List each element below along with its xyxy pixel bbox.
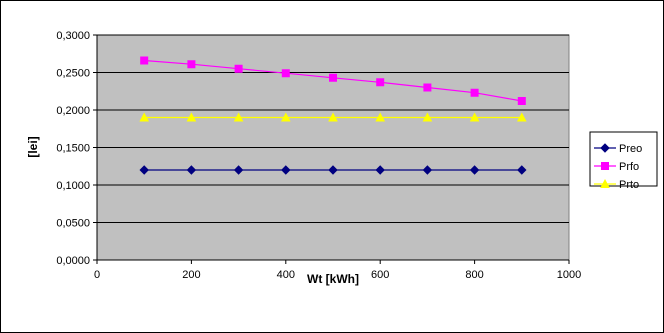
data-point — [281, 69, 290, 78]
legend-label: Preo — [619, 143, 642, 155]
data-point — [376, 78, 385, 87]
data-point — [469, 112, 480, 122]
data-point — [186, 165, 197, 175]
data-point — [375, 112, 386, 122]
x-tick-label: 800 — [465, 269, 483, 281]
data-point — [517, 165, 527, 175]
data-point — [422, 112, 433, 122]
legend-item-preo: Preo — [594, 143, 642, 155]
legend-marker — [601, 162, 609, 170]
series-layer — [139, 56, 527, 175]
y-tick-label: 0,2500 — [56, 68, 90, 80]
data-point — [469, 165, 480, 175]
data-point — [280, 112, 291, 122]
data-point — [140, 56, 149, 65]
data-point — [139, 165, 149, 175]
series-preo — [139, 165, 527, 175]
legend-marker — [600, 143, 610, 153]
legend-item-prto: Prto — [594, 178, 639, 191]
series-prfo — [140, 56, 526, 105]
y-tick-label: 0,0500 — [56, 218, 90, 230]
y-tick-label: 0,3000 — [56, 30, 90, 42]
data-point — [328, 165, 338, 175]
legend-box — [589, 131, 658, 187]
y-axis-ticks: 0,0000 0,0500 0,1000 0,1500 0,2000 0,2500 0,30… — [56, 30, 97, 267]
legend-label: Prfo — [619, 161, 639, 173]
x-tick-label: 0 — [94, 269, 100, 281]
data-point — [422, 165, 433, 175]
data-point — [281, 165, 291, 175]
data-point — [516, 112, 527, 122]
series-prto — [139, 112, 527, 122]
x-axis-ticks: 0 200 400 600 800 1000 — [94, 260, 581, 281]
x-tick-label: 200 — [182, 269, 200, 281]
data-point — [470, 88, 479, 97]
x-tick-label: 600 — [371, 269, 389, 281]
data-point — [234, 64, 243, 73]
x-tick-label: 1000 — [557, 269, 581, 281]
data-point — [517, 97, 526, 105]
y-tick-label: 0,0000 — [56, 255, 90, 267]
data-point — [329, 73, 337, 82]
y-tick-label: 0,1000 — [56, 180, 90, 192]
legend: Preo Prfo Prto — [594, 143, 642, 191]
data-point — [375, 165, 385, 175]
data-point — [328, 112, 338, 122]
legend-marker — [600, 178, 610, 188]
legend-label: Prto — [619, 179, 639, 191]
x-tick-label: 400 — [277, 269, 295, 281]
x-axis-label: Wt [kWh] — [307, 272, 359, 286]
legend-item-prfo: Prfo — [594, 161, 639, 173]
y-tick-label: 0,2000 — [56, 105, 90, 117]
data-point — [233, 165, 244, 175]
y-tick-label: 0,1500 — [56, 143, 90, 155]
gridlines — [96, 34, 569, 261]
data-point — [423, 83, 432, 92]
data-point — [139, 112, 150, 122]
data-point — [233, 112, 244, 122]
y-axis-label: [lei] — [26, 136, 40, 157]
data-point — [187, 60, 196, 69]
data-point — [186, 112, 197, 122]
